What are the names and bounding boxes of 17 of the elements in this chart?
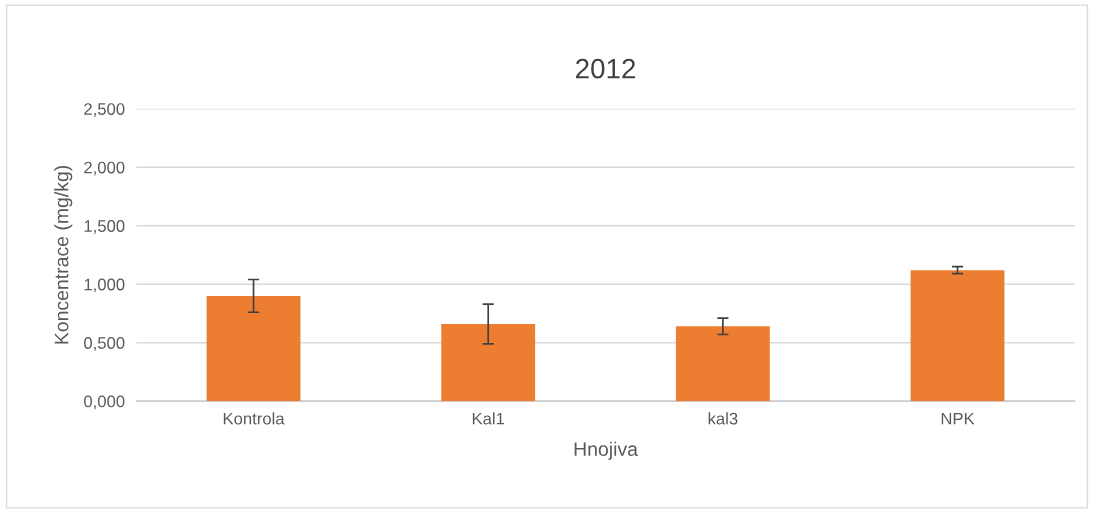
y-tick-label: 0,500 [84, 337, 125, 351]
bar [441, 323, 536, 402]
y-tick-label: 1,500 [84, 220, 125, 234]
x-tick-label: NPK [941, 412, 975, 425]
bar [675, 326, 770, 402]
x-tick-label: Kal1 [472, 412, 505, 425]
y-tick-label: 2,500 [84, 103, 125, 117]
y-tick-label: 2,000 [84, 161, 125, 176]
bar [206, 295, 301, 402]
x-tick-label: Kontrola [223, 412, 285, 425]
bar [910, 270, 1005, 402]
chart-title: 2012 [576, 58, 636, 79]
x-tick-label: kal3 [708, 412, 738, 425]
y-tick-label: 0,000 [84, 395, 125, 410]
y-tick-label: 1,000 [84, 278, 125, 293]
y-axis-title: Koncentrace (mg/kg) [54, 165, 73, 344]
x-axis-title: Hnojiva [574, 441, 638, 460]
